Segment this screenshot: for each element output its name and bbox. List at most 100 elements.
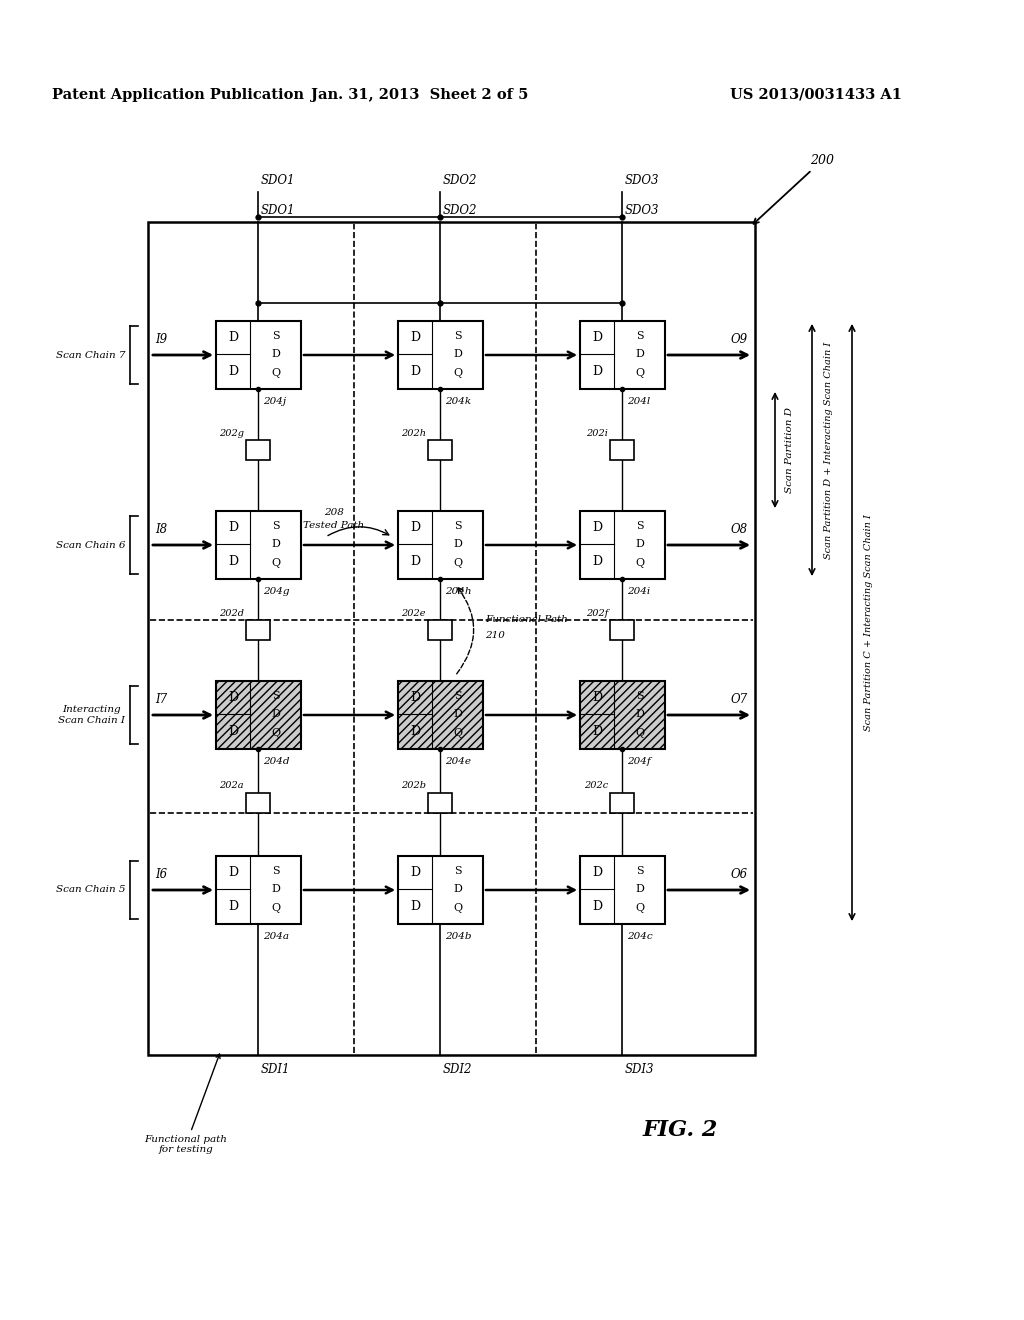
Text: D: D [592,690,602,704]
Text: S: S [454,331,462,341]
Text: D: D [228,866,238,879]
Text: D: D [592,725,602,738]
Bar [216,681,301,748]
Text: S: S [636,521,643,531]
Text: 204i: 204i [627,587,650,597]
Text: Q: Q [635,903,644,912]
Text: 204d: 204d [263,756,289,766]
Text: Q: Q [635,557,644,568]
Text: Functional Path: Functional Path [485,615,567,624]
Text: D: D [410,725,420,738]
Text: D: D [228,690,238,704]
Text: Scan Partition D: Scan Partition D [785,407,794,492]
Text: SDO1: SDO1 [261,205,296,216]
Text: S: S [636,331,643,341]
Text: D: D [453,883,462,894]
Text: D: D [410,554,420,568]
Text: D: D [592,521,602,533]
Bar [580,321,665,389]
Text: SDO3: SDO3 [625,205,659,216]
Text: US 2013/0031433 A1: US 2013/0031433 A1 [730,88,902,102]
Text: 204k: 204k [444,397,471,407]
Text: D: D [228,331,238,343]
Text: D: D [271,883,280,894]
Text: 204e: 204e [444,756,471,766]
Text: SDO1: SDO1 [261,174,296,187]
Text: SDO2: SDO2 [443,174,477,187]
Text: D: D [592,866,602,879]
Text: 202c: 202c [584,781,608,791]
Text: Q: Q [453,903,462,912]
Text: D: D [453,709,462,718]
Text: D: D [228,900,238,913]
Text: 204b: 204b [444,932,471,941]
Bar [398,321,483,389]
Bar [610,440,634,459]
Text: 202f: 202f [586,609,608,618]
Text: Scan Chain 5: Scan Chain 5 [55,886,125,895]
Text: Q: Q [635,368,644,378]
Text: S: S [636,690,643,701]
Text: D: D [635,539,644,549]
Text: 204f: 204f [627,756,650,766]
Text: Q: Q [453,557,462,568]
Text: D: D [635,348,644,359]
Text: 202a: 202a [219,781,244,791]
Text: D: D [592,364,602,378]
Text: Q: Q [271,557,280,568]
Text: 204l: 204l [627,397,650,407]
Text: 202g: 202g [219,429,244,438]
Text: S: S [271,866,280,876]
Text: 204c: 204c [627,932,652,941]
Text: D: D [410,521,420,533]
Text: I9: I9 [155,333,167,346]
Text: 208: 208 [324,508,344,517]
Bar [428,792,452,813]
Text: I8: I8 [155,523,167,536]
Bar [428,620,452,640]
Text: S: S [454,521,462,531]
Bar [398,855,483,924]
Text: Q: Q [453,727,462,738]
Text: D: D [635,709,644,718]
Bar [580,681,665,748]
Text: Q: Q [635,727,644,738]
Text: O9: O9 [731,333,748,346]
Text: S: S [271,521,280,531]
Text: S: S [454,866,462,876]
Text: D: D [410,900,420,913]
Text: Tested Path: Tested Path [303,521,365,531]
Text: D: D [592,331,602,343]
Text: O7: O7 [731,693,748,706]
Text: D: D [635,883,644,894]
Text: 202i: 202i [586,429,608,438]
Text: 202b: 202b [401,781,426,791]
Text: 210: 210 [485,631,505,639]
Text: I7: I7 [155,693,167,706]
Text: Scan Chain 6: Scan Chain 6 [55,540,125,549]
Text: D: D [228,725,238,738]
Bar [398,681,483,748]
Text: O6: O6 [731,869,748,880]
Text: D: D [410,364,420,378]
Text: D: D [592,554,602,568]
Text: D: D [453,348,462,359]
Text: I6: I6 [155,869,167,880]
Text: FIG. 2: FIG. 2 [642,1119,718,1140]
Bar [580,855,665,924]
Text: SDI2: SDI2 [443,1063,472,1076]
Text: 200: 200 [754,154,834,224]
Text: Patent Application Publication: Patent Application Publication [52,88,304,102]
Text: Functional path
for testing: Functional path for testing [144,1055,227,1155]
Text: Scan Chain 7: Scan Chain 7 [55,351,125,359]
Text: 204a: 204a [263,932,289,941]
Text: Scan Partition D + Interacting Scan Chain I: Scan Partition D + Interacting Scan Chai… [824,342,833,558]
Text: Interacting
Scan Chain I: Interacting Scan Chain I [58,705,125,725]
Bar [580,511,665,579]
Text: D: D [271,709,280,718]
Text: S: S [636,866,643,876]
Text: D: D [410,690,420,704]
Text: D: D [228,364,238,378]
Text: Jan. 31, 2013  Sheet 2 of 5: Jan. 31, 2013 Sheet 2 of 5 [311,88,528,102]
Text: D: D [410,331,420,343]
